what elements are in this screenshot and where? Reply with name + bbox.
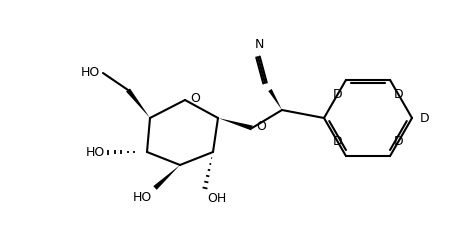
Text: D: D: [420, 112, 430, 124]
Polygon shape: [126, 89, 150, 118]
Text: D: D: [332, 88, 342, 101]
Text: HO: HO: [86, 145, 105, 159]
Text: N: N: [254, 38, 263, 51]
Text: HO: HO: [133, 191, 152, 204]
Text: D: D: [394, 135, 403, 148]
Text: OH: OH: [207, 192, 226, 205]
Text: O: O: [190, 91, 200, 105]
Polygon shape: [268, 89, 282, 110]
Text: D: D: [332, 135, 342, 148]
Text: HO: HO: [81, 67, 100, 80]
Text: O: O: [256, 120, 266, 133]
Polygon shape: [218, 118, 253, 130]
Polygon shape: [153, 165, 180, 190]
Text: D: D: [394, 88, 403, 101]
